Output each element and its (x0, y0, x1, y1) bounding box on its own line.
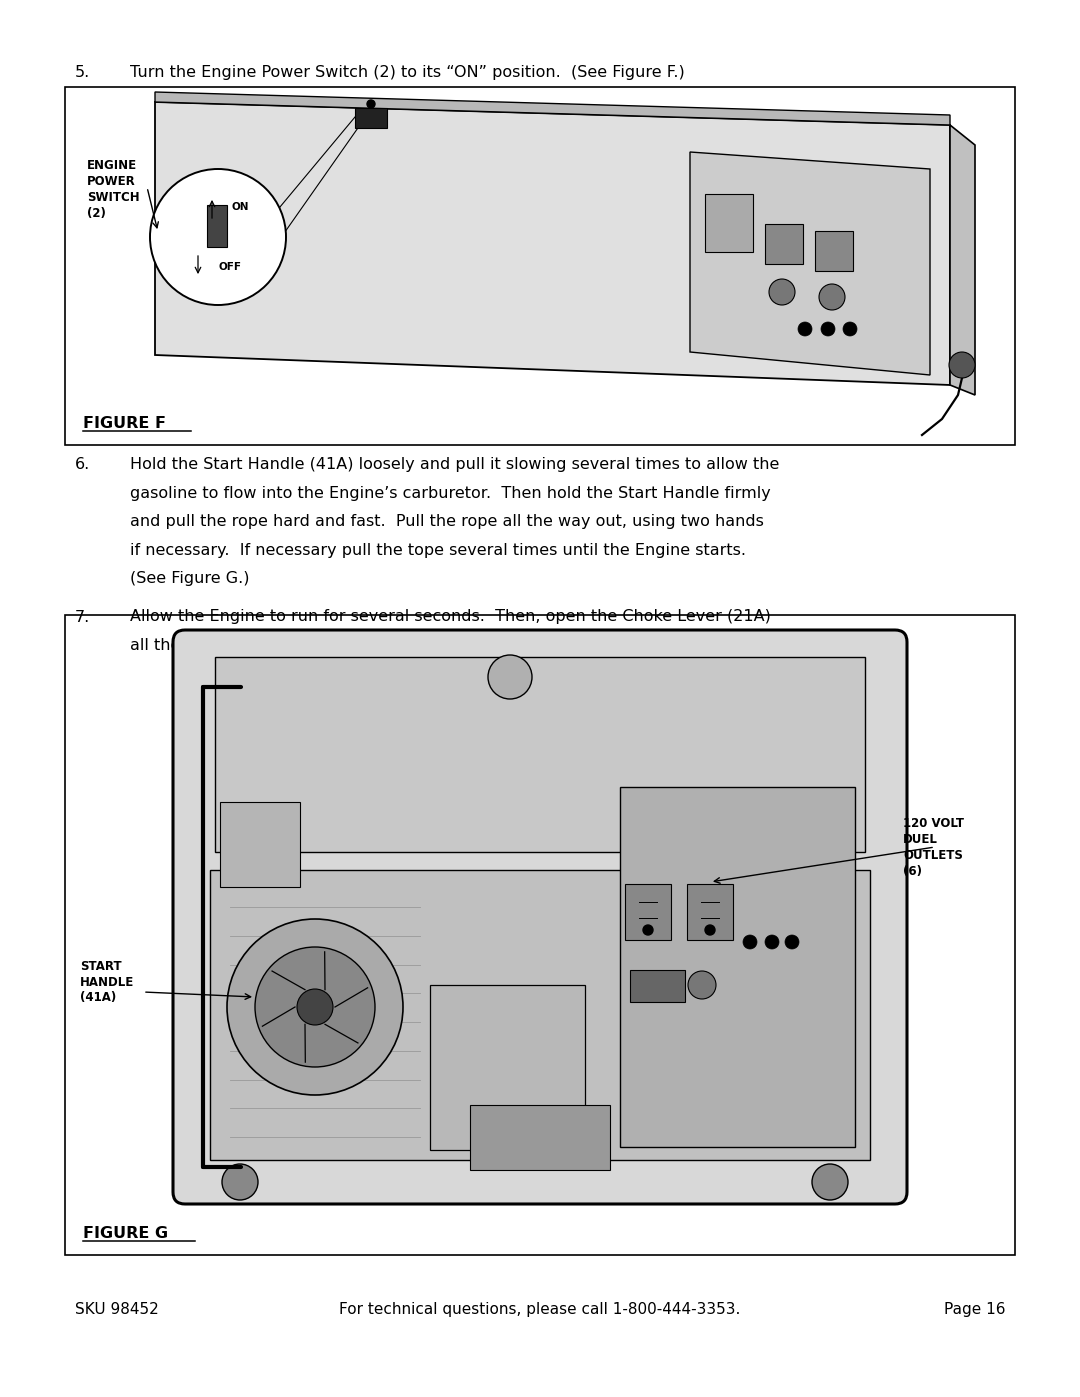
Circle shape (297, 989, 333, 1025)
Bar (630, 970, 685, 1002)
FancyBboxPatch shape (173, 630, 907, 1204)
Bar (220, 802, 300, 887)
Bar (687, 884, 733, 940)
Bar (765, 224, 804, 264)
Text: SKU 98452: SKU 98452 (75, 1302, 159, 1317)
Text: all the way.  (See Figure E.): all the way. (See Figure E.) (130, 638, 349, 652)
Text: Hold the Start Handle (41A) loosely and pull it slowing several times to allow t: Hold the Start Handle (41A) loosely and … (130, 457, 780, 472)
Circle shape (688, 971, 716, 999)
Circle shape (769, 279, 795, 305)
Circle shape (843, 321, 858, 337)
Bar (705, 194, 753, 251)
Circle shape (743, 935, 757, 949)
Text: 5.: 5. (75, 66, 91, 80)
Text: and pull the rope hard and fast.  Pull the rope all the way out, using two hands: and pull the rope hard and fast. Pull th… (130, 514, 764, 529)
Circle shape (812, 1164, 848, 1200)
Bar (207, 205, 227, 247)
Text: gasoline to flow into the Engine’s carburetor.  Then hold the Start Handle firml: gasoline to flow into the Engine’s carbu… (130, 486, 771, 500)
Text: Turn the Engine Power Switch (2) to its “ON” position.  (See Figure F.): Turn the Engine Power Switch (2) to its … (130, 66, 685, 80)
Circle shape (798, 321, 812, 337)
Text: 6.: 6. (75, 457, 91, 472)
Text: ENGINE
POWER
SWITCH
(2): ENGINE POWER SWITCH (2) (87, 159, 139, 219)
Text: For technical questions, please call 1-800-444-3353.: For technical questions, please call 1-8… (339, 1302, 741, 1317)
Bar (355, 108, 387, 129)
Polygon shape (690, 152, 930, 374)
Polygon shape (950, 124, 975, 395)
Text: START
HANDLE
(41A): START HANDLE (41A) (80, 960, 134, 1004)
Circle shape (821, 321, 835, 337)
Bar (65, 615, 1015, 1255)
Circle shape (765, 935, 779, 949)
Circle shape (705, 925, 715, 935)
Circle shape (785, 935, 799, 949)
Polygon shape (156, 102, 950, 386)
Text: FIGURE F: FIGURE F (83, 416, 166, 432)
Circle shape (227, 919, 403, 1095)
Text: OFF: OFF (218, 263, 242, 272)
Bar (215, 657, 865, 852)
Bar (815, 231, 853, 271)
Bar (65, 87, 1015, 446)
Bar (620, 787, 855, 1147)
Text: FIGURE G: FIGURE G (83, 1227, 168, 1241)
Text: Allow the Engine to run for several seconds.  Then, open the Choke Lever (21A): Allow the Engine to run for several seco… (130, 609, 771, 624)
Polygon shape (156, 92, 950, 124)
Circle shape (819, 284, 845, 310)
Circle shape (255, 947, 375, 1067)
Circle shape (488, 655, 532, 698)
Bar (470, 1105, 610, 1171)
Circle shape (222, 1164, 258, 1200)
Text: Page 16: Page 16 (944, 1302, 1005, 1317)
Bar (210, 870, 870, 1160)
Text: 120 VOLT
DUEL
OUTLETS
(6): 120 VOLT DUEL OUTLETS (6) (903, 816, 964, 877)
Bar (430, 985, 585, 1150)
Circle shape (643, 925, 653, 935)
Text: (See Figure G.): (See Figure G.) (130, 571, 249, 585)
Text: 7.: 7. (75, 609, 91, 624)
Circle shape (367, 101, 375, 108)
Circle shape (150, 169, 286, 305)
Text: ON: ON (231, 203, 248, 212)
Circle shape (949, 352, 975, 379)
Text: if necessary.  If necessary pull the tope several times until the Engine starts.: if necessary. If necessary pull the tope… (130, 542, 746, 557)
Bar (625, 884, 671, 940)
